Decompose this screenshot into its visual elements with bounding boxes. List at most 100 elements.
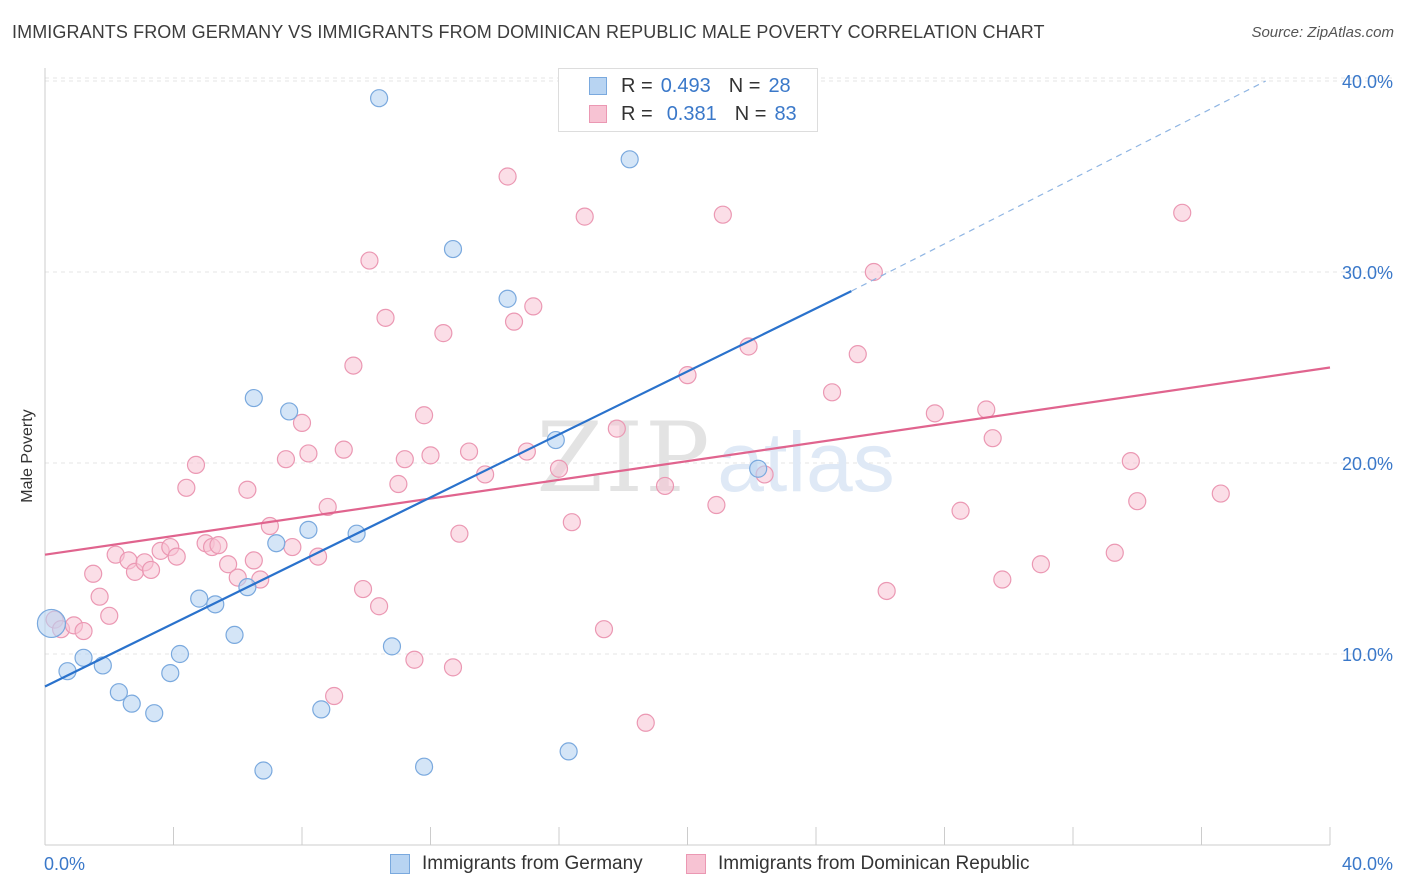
data-point-dominican [292, 413, 312, 432]
x-tick-label: 0.0% [44, 854, 85, 874]
legend-n-value: 83 [774, 102, 797, 125]
data-point-dominican [707, 495, 726, 515]
data-point-dominican [443, 658, 463, 677]
data-point-dominican [238, 480, 257, 499]
legend-r-value: 0.493 [660, 74, 711, 97]
data-point-dominican [877, 581, 896, 601]
data-point-dominican [299, 444, 318, 463]
legend-label-dominican: Immigrants from Dominican Republic [718, 853, 1030, 874]
germany-points [36, 89, 768, 780]
y-tick-label: 30.0% [1342, 263, 1393, 283]
data-point-dominican [562, 513, 581, 532]
legend-swatch-dominican [589, 105, 607, 123]
data-point-germany [93, 656, 112, 675]
data-point-dominican [389, 474, 408, 494]
data-point-germany [443, 239, 463, 259]
data-point-germany [145, 704, 164, 723]
data-point-dominican [244, 551, 263, 570]
data-point-dominican [993, 570, 1012, 589]
legend-item-dominican: Immigrants from Dominican Republic [686, 852, 1030, 876]
data-point-germany [370, 89, 389, 108]
data-point-dominican [370, 597, 389, 616]
data-point-dominican [636, 713, 655, 732]
data-point-dominican [100, 606, 119, 625]
x-tick-label: 40.0% [1342, 854, 1393, 874]
data-point-dominican [421, 446, 440, 465]
data-point-germany [299, 520, 318, 539]
trend-lines [44, 80, 1331, 688]
y-tick-label: 40.0% [1342, 72, 1393, 92]
data-point-germany [312, 700, 331, 719]
data-point-dominican [334, 440, 353, 459]
legend-row-germany: R = 0.493 N = 28 [621, 75, 791, 97]
y-tick-label: 20.0% [1342, 454, 1393, 474]
data-point-dominican [655, 476, 675, 496]
data-point-dominican [84, 564, 103, 583]
data-point-dominican [219, 555, 238, 574]
data-point-dominican [1173, 203, 1192, 222]
axes [44, 68, 1331, 846]
source-label: Source: ZipAtlas.com [1251, 24, 1394, 41]
chart-title: IMMIGRANTS FROM GERMANY VS IMMIGRANTS FR… [12, 22, 1045, 42]
data-point-dominican [186, 455, 206, 475]
watermark-atlas: atlas [717, 415, 894, 509]
data-point-dominican [209, 536, 228, 555]
data-point-germany [170, 644, 190, 664]
data-point-dominican [276, 450, 296, 469]
data-point-dominican [848, 345, 867, 364]
data-point-dominican [74, 621, 93, 641]
tick-labels: 10.0% 20.0% 30.0% 40.0% 0.0% 40.0% [44, 72, 1393, 874]
data-point-dominican [167, 547, 186, 566]
data-point-dominican [983, 429, 1002, 448]
data-point-dominican [318, 497, 337, 517]
data-point-dominican [344, 356, 363, 375]
trend-line-dominican [44, 366, 1331, 556]
data-point-dominican [414, 406, 434, 425]
data-point-dominican [822, 383, 842, 402]
data-point-germany [749, 459, 768, 478]
data-point-dominican [360, 251, 379, 270]
data-point-dominican [395, 450, 414, 469]
trend-line-germany-extension [851, 80, 1267, 292]
data-point-germany [620, 150, 639, 169]
data-point-dominican [376, 308, 395, 327]
correlation-legend: R = 0.493 N = 28 R = 0.381 N = 83 [558, 68, 818, 132]
data-point-germany [280, 402, 299, 421]
data-point-dominican [1128, 492, 1147, 511]
legend-r-value: 0.381 [666, 102, 717, 125]
legend-swatch-germany [390, 854, 410, 874]
data-point-dominican [434, 324, 453, 343]
legend-n-label: N = [728, 74, 761, 97]
data-point-dominican [517, 442, 536, 461]
data-point-dominican [524, 297, 543, 316]
legend-swatch-dominican [686, 854, 706, 874]
data-point-dominican [459, 442, 479, 461]
legend-label-germany: Immigrants from Germany [422, 853, 643, 874]
data-point-dominican [925, 404, 944, 423]
data-point-germany [382, 637, 402, 656]
data-point-germany [559, 742, 578, 761]
data-point-dominican [405, 650, 424, 669]
legend-n-label: N = [734, 102, 767, 125]
data-point-dominican [325, 686, 344, 706]
data-point-germany [206, 595, 225, 614]
trend-line-germany [44, 290, 852, 688]
data-point-germany [244, 388, 263, 408]
data-point-germany [122, 694, 141, 713]
data-point-germany [74, 648, 93, 667]
data-point-dominican [283, 537, 302, 557]
data-point-dominican [1105, 543, 1124, 562]
data-point-germany [161, 663, 180, 683]
data-point-dominican [951, 501, 970, 520]
legend-r-label: R = [621, 102, 653, 125]
data-point-germany [267, 534, 286, 553]
data-point-dominican [498, 167, 517, 186]
data-point-dominican [1211, 484, 1230, 503]
data-point-dominican [1031, 555, 1050, 574]
data-point-germany [254, 761, 273, 780]
legend-r-label: R = [621, 74, 653, 97]
y-tick-label: 10.0% [1342, 645, 1393, 665]
data-point-dominican [977, 400, 996, 419]
data-point-germany [36, 608, 67, 639]
